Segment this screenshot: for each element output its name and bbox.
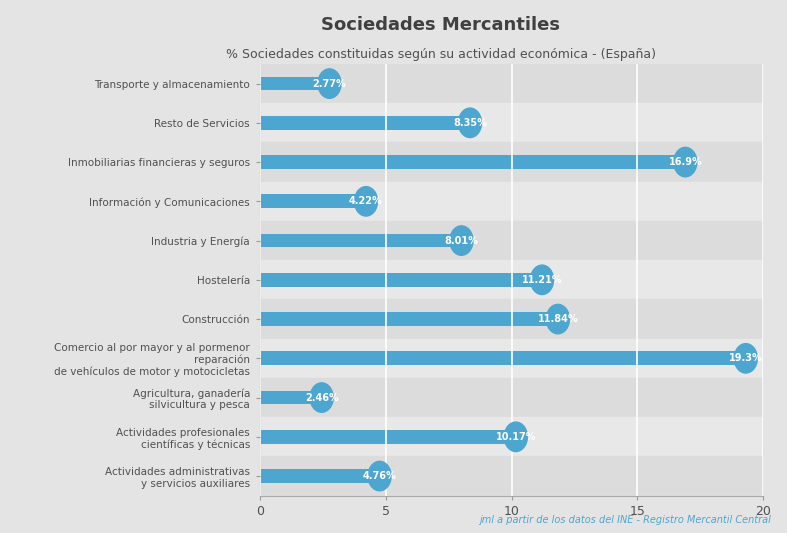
Bar	[260, 469, 379, 483]
Bar	[260, 378, 763, 417]
Text: jml a partir de los datos del INE - Registro Mercantil Central: jml a partir de los datos del INE - Regi…	[479, 515, 771, 525]
Bar	[260, 233, 461, 247]
Bar	[260, 430, 515, 443]
Bar	[260, 351, 746, 365]
Ellipse shape	[354, 187, 378, 216]
Text: 2.77%: 2.77%	[312, 78, 346, 88]
Ellipse shape	[734, 344, 757, 373]
Bar	[260, 221, 763, 260]
Text: 16.9%: 16.9%	[668, 157, 702, 167]
Bar	[260, 417, 763, 456]
Text: 4.22%: 4.22%	[349, 196, 382, 206]
Text: 8.01%: 8.01%	[445, 236, 478, 246]
Bar	[260, 116, 470, 130]
Ellipse shape	[504, 422, 527, 451]
Text: 19.3%: 19.3%	[729, 353, 763, 364]
Text: 8.35%: 8.35%	[453, 118, 487, 128]
Ellipse shape	[530, 265, 553, 295]
Ellipse shape	[310, 383, 333, 413]
Bar	[260, 300, 763, 338]
Text: 10.17%: 10.17%	[496, 432, 536, 442]
Bar	[260, 64, 763, 103]
Text: 4.76%: 4.76%	[363, 471, 397, 481]
Text: 2.46%: 2.46%	[305, 393, 338, 402]
Ellipse shape	[318, 69, 341, 98]
Bar	[260, 103, 763, 142]
Text: % Sociedades constituidas según su actividad económica - (España): % Sociedades constituidas según su activ…	[226, 48, 656, 61]
Bar	[260, 77, 330, 91]
Ellipse shape	[546, 304, 570, 334]
Text: 11.84%: 11.84%	[538, 314, 578, 324]
Bar	[260, 338, 763, 378]
Ellipse shape	[674, 147, 696, 177]
Ellipse shape	[450, 226, 473, 255]
Ellipse shape	[368, 462, 391, 491]
Bar	[260, 155, 685, 169]
Bar	[260, 142, 763, 182]
Text: Sociedades Mercantiles: Sociedades Mercantiles	[321, 16, 560, 34]
Bar	[260, 273, 542, 287]
Bar	[260, 195, 366, 208]
Bar	[260, 391, 322, 405]
Text: 11.21%: 11.21%	[522, 275, 562, 285]
Bar	[260, 260, 763, 300]
Bar	[260, 182, 763, 221]
Ellipse shape	[459, 108, 482, 138]
Bar	[260, 312, 558, 326]
Bar	[260, 456, 763, 496]
